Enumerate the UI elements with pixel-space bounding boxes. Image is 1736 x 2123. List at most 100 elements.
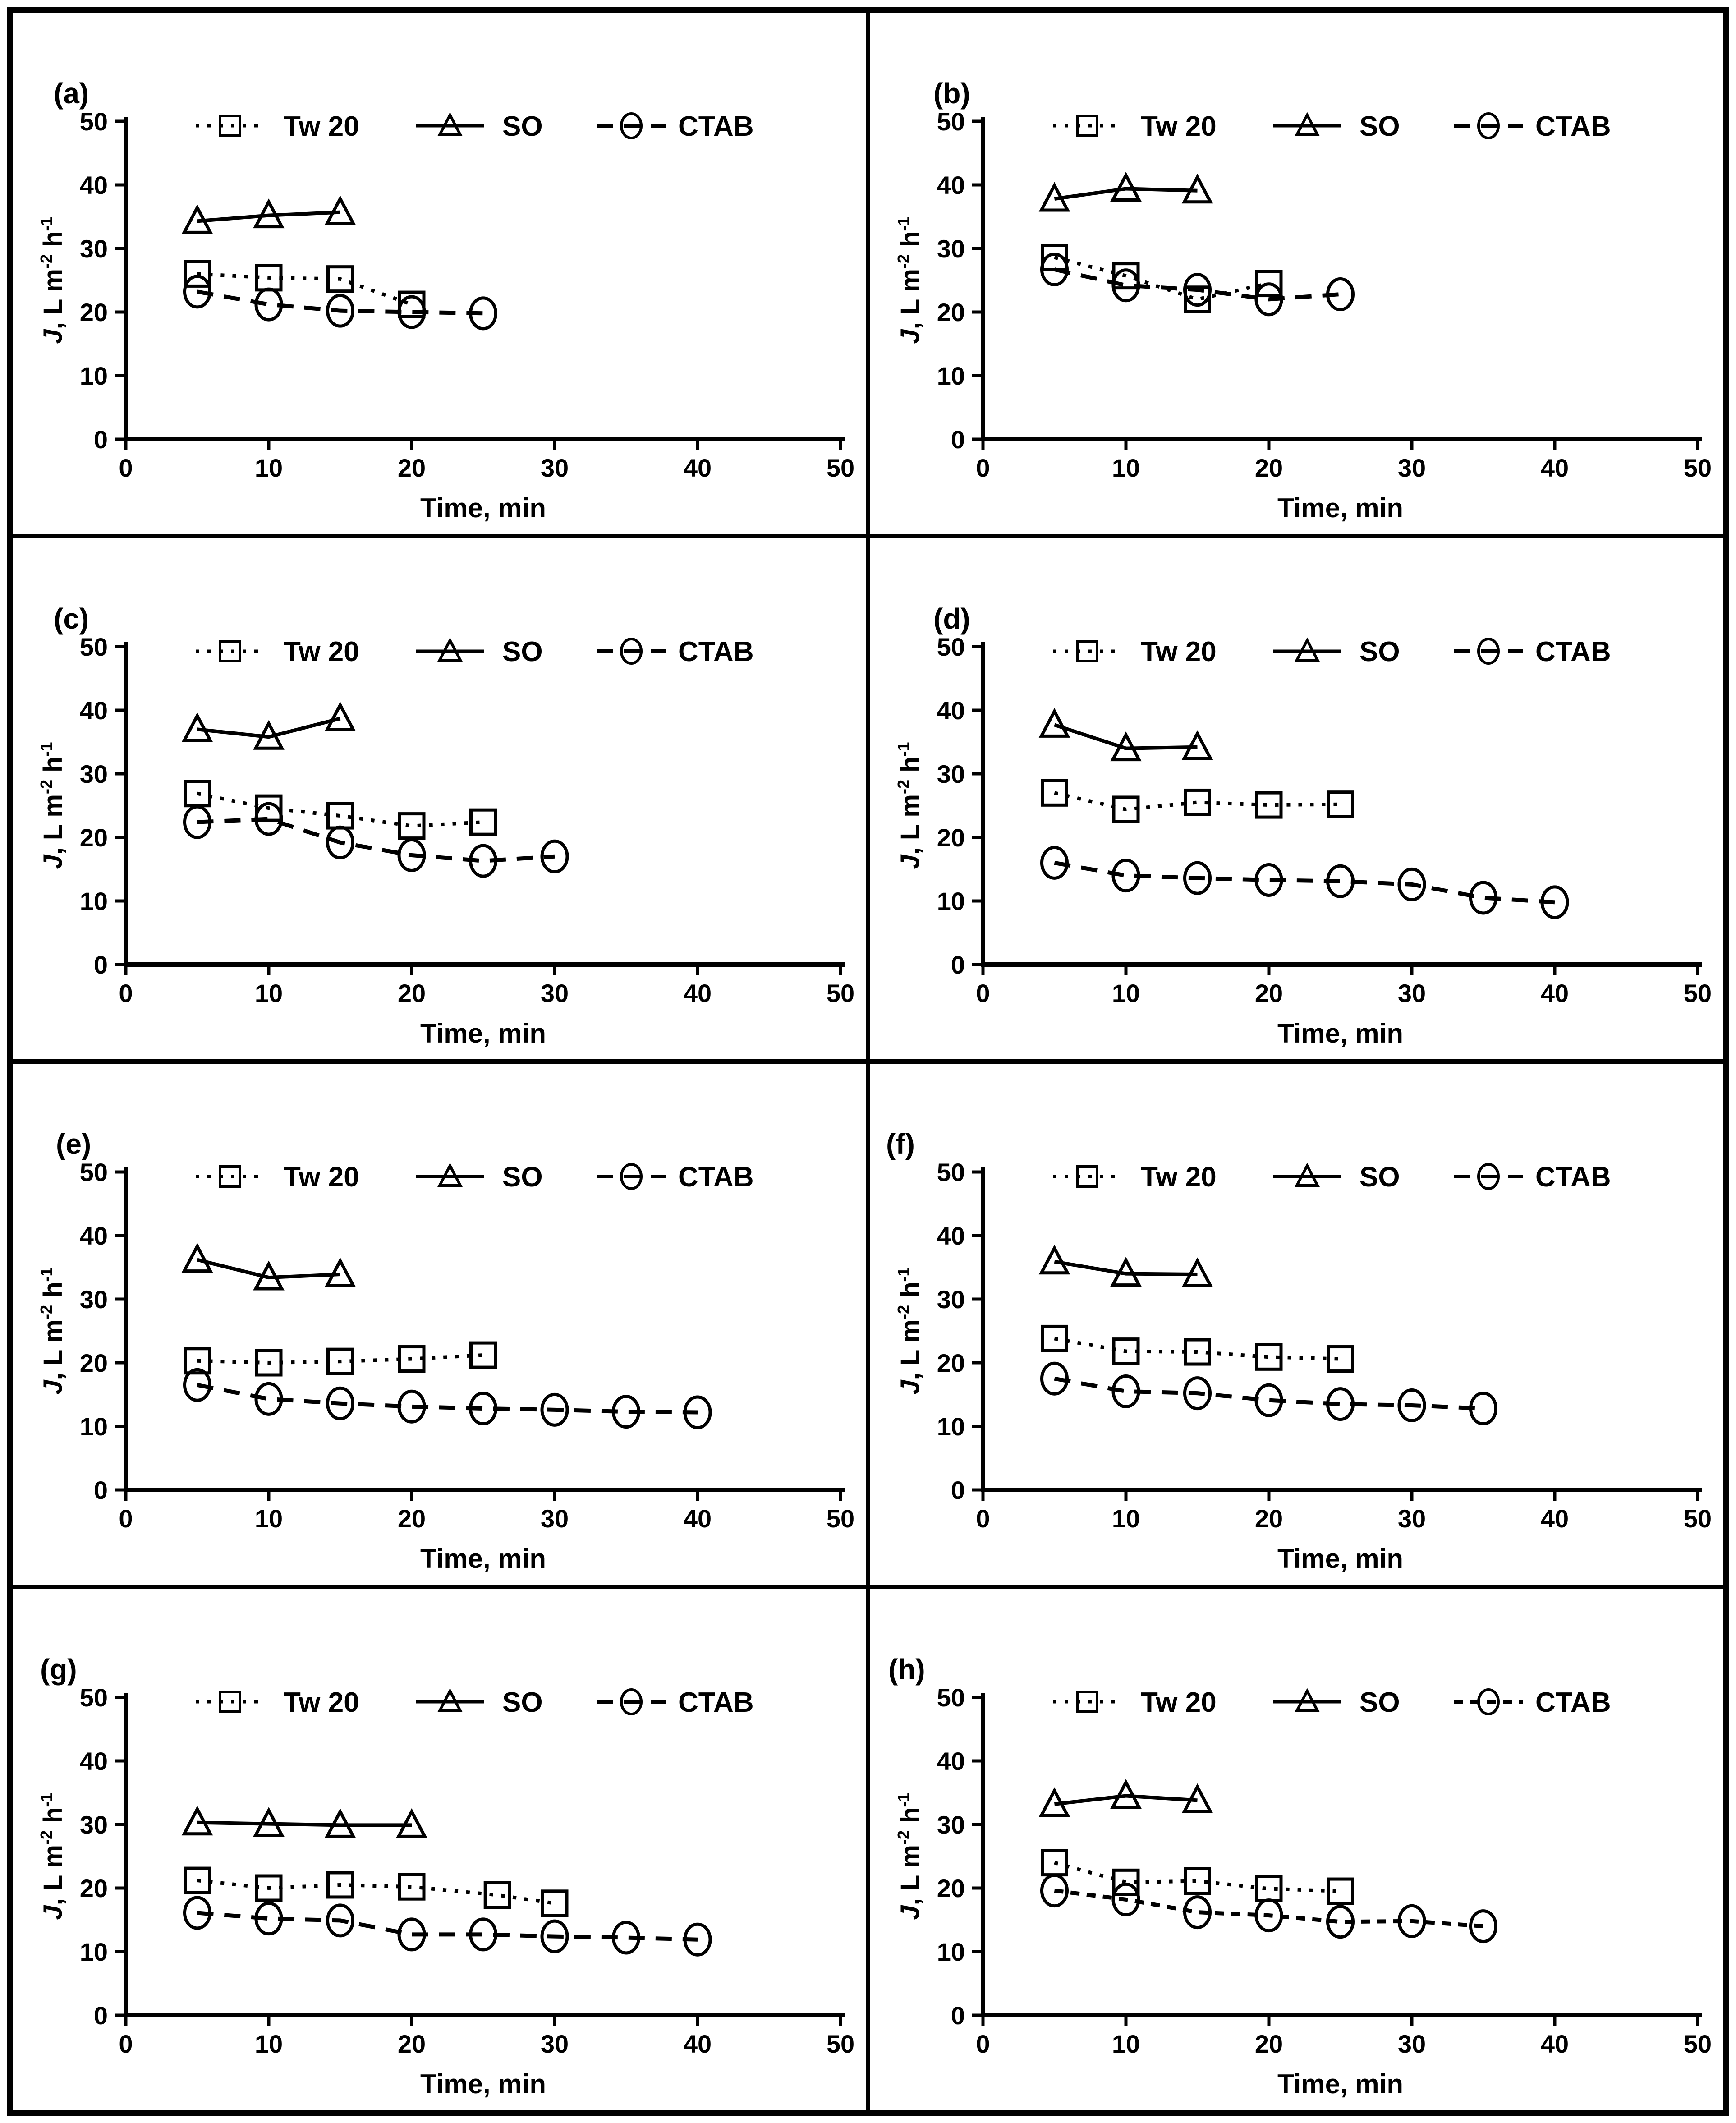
- panel-label-e: (e): [56, 1128, 91, 1160]
- data-point-square-marker: [255, 794, 283, 822]
- data-point-circle-marker: [397, 838, 426, 872]
- legend-triangle-marker: [437, 637, 463, 662]
- data-point-circle-marker: [1111, 1882, 1140, 1916]
- legend-label: Tw 20: [1141, 636, 1217, 667]
- data-point-circle-marker: [1254, 863, 1283, 897]
- data-point-triangle-marker: [1038, 182, 1070, 212]
- data-point-circle-marker: [1469, 881, 1497, 915]
- legend-circle-marker: [620, 638, 643, 665]
- legend-item-ctab: CTAB: [1454, 111, 1611, 142]
- series-line: [197, 1911, 698, 1942]
- legend: Tw 20 SO CTAB: [196, 1162, 754, 1193]
- data-point-circle-marker: [1254, 282, 1283, 317]
- legend-item-so: SO: [416, 111, 543, 142]
- data-point-square-marker: [326, 265, 354, 293]
- legend-square-marker: [1076, 1165, 1098, 1188]
- legend-triangle-marker: [1295, 637, 1320, 662]
- data-point-circle-marker: [1254, 1383, 1283, 1417]
- subplot-c: (c) Tw 20 SO CTAB 0 10 20 30 40 50 0 10 20 30 40 50 Time…: [11, 536, 868, 1062]
- data-point-circle-marker: [1040, 1361, 1069, 1396]
- legend: Tw 20 SO CTAB: [1053, 636, 1611, 667]
- data-point-triangle-marker: [253, 1807, 285, 1837]
- x-tick-label: 10: [255, 454, 283, 482]
- data-point-circle-marker: [397, 1917, 426, 1952]
- y-axis-title: J, L m-2 h-1: [894, 1267, 925, 1394]
- data-point-triangle-marker: [324, 1808, 356, 1838]
- y-tick-label: 20: [937, 1874, 965, 1902]
- x-tick-label: 40: [1541, 979, 1569, 1007]
- panel-label-d: (d): [933, 602, 970, 635]
- data-point-square-marker: [184, 780, 211, 808]
- series-so: [1038, 171, 1213, 212]
- legend-item-so: SO: [416, 1687, 543, 1718]
- data-point-triangle-marker: [1181, 1257, 1213, 1287]
- x-tick-label: 0: [119, 1504, 133, 1533]
- data-point-square-marker: [398, 812, 426, 840]
- subplot-e: (e) Tw 20 SO CTAB 0 10 20 30 40 50 0 10 20 30 40 50 Time…: [11, 1062, 868, 1587]
- legend-circle-marker: [1477, 1688, 1500, 1715]
- y-tick-label: 50: [937, 1158, 965, 1186]
- y-tick-label: 10: [80, 887, 108, 915]
- data-point-circle-marker: [1040, 253, 1069, 287]
- y-tick-label: 10: [80, 1412, 108, 1441]
- legend-label: CTAB: [678, 636, 754, 667]
- series-line: [1054, 1259, 1198, 1277]
- x-tick-label: 40: [684, 1504, 712, 1533]
- legend-label: CTAB: [1535, 1162, 1611, 1193]
- x-tick-label: 50: [1684, 454, 1712, 482]
- x-tick-label: 20: [398, 1504, 426, 1533]
- x-tick-label: 20: [1255, 1504, 1283, 1533]
- data-point-triangle-marker: [1038, 708, 1070, 738]
- data-point-triangle-marker: [181, 712, 213, 742]
- y-tick-label: 20: [80, 1349, 108, 1377]
- data-point-circle-marker: [1183, 1376, 1212, 1411]
- legend-label: CTAB: [678, 1162, 754, 1193]
- data-point-circle-marker: [540, 839, 569, 873]
- y-tick-label: 40: [937, 1747, 965, 1775]
- subplot-b: (b) Tw 20 SO CTAB 0 10 20 30 40 50 0 10 20 30 40 50 Time…: [868, 11, 1725, 536]
- legend-item-ctab: CTAB: [597, 636, 754, 667]
- legend-item-tw-20: Tw 20: [1053, 1687, 1217, 1718]
- legend: Tw 20 SO CTAB: [1053, 1687, 1611, 1718]
- series-line: [1054, 723, 1198, 750]
- legend-triangle-marker: [437, 1688, 463, 1712]
- data-point-circle-marker: [326, 1903, 354, 1938]
- data-point-triangle-marker: [396, 1808, 427, 1838]
- data-point-triangle-marker: [324, 1257, 356, 1287]
- x-tick-label: 20: [1255, 2030, 1283, 2058]
- series-so: [181, 701, 356, 750]
- legend-item-tw-20: Tw 20: [1053, 111, 1217, 142]
- data-point-triangle-marker: [1038, 1787, 1070, 1817]
- data-point-square-marker: [1327, 790, 1354, 818]
- legend-label: CTAB: [1535, 1687, 1611, 1718]
- data-point-square-marker: [184, 1347, 211, 1375]
- legend-label: CTAB: [678, 1687, 754, 1718]
- x-tick-label: 50: [827, 1504, 854, 1533]
- y-tick-label: 0: [94, 425, 108, 454]
- data-point-circle-marker: [183, 275, 211, 309]
- legend-item-ctab: CTAB: [597, 1687, 754, 1718]
- data-point-circle-marker: [1111, 1374, 1140, 1408]
- panel-label-h: (h): [888, 1653, 925, 1686]
- x-axis-title: Time, min: [420, 2069, 546, 2099]
- y-tick-label: 40: [80, 1222, 108, 1250]
- data-point-circle-marker: [612, 1921, 640, 1955]
- x-tick-label: 30: [541, 1504, 569, 1533]
- series-line: [197, 272, 413, 306]
- x-tick-label: 20: [1255, 454, 1283, 482]
- legend-item-tw-20: Tw 20: [196, 636, 359, 667]
- data-point-circle-marker: [1326, 277, 1355, 312]
- data-point-square-marker: [1041, 1324, 1068, 1352]
- legend-label: Tw 20: [1141, 1162, 1217, 1193]
- x-tick-label: 10: [255, 2030, 283, 2058]
- series-line: [1054, 1794, 1198, 1806]
- x-tick-label: 0: [119, 454, 133, 482]
- series-line: [197, 817, 555, 863]
- series-ctab: [1040, 253, 1355, 317]
- x-tick-label: 50: [827, 979, 854, 1007]
- legend-label: Tw 20: [284, 636, 359, 667]
- y-axis-title: J, L m-2 h-1: [37, 1792, 68, 1920]
- data-point-circle-marker: [1469, 1909, 1497, 1944]
- data-point-square-marker: [326, 1871, 354, 1899]
- data-point-triangle-marker: [1038, 1245, 1070, 1275]
